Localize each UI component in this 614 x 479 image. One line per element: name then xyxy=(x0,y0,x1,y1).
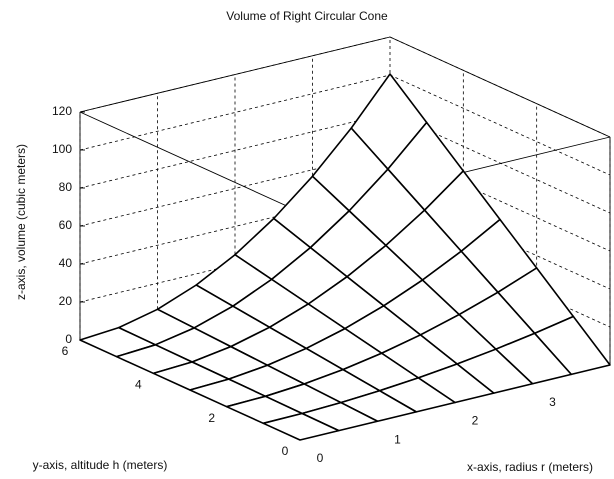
z-tick-label: 60 xyxy=(59,218,73,232)
z-tick-label: 80 xyxy=(59,180,73,194)
x-tick-label: 3 xyxy=(549,395,556,409)
x-tick-label: 0 xyxy=(317,451,324,465)
grid-line xyxy=(389,150,611,252)
box-edge xyxy=(389,36,611,138)
z-tick-label: 40 xyxy=(59,256,73,270)
x-tick-label: 1 xyxy=(394,432,401,446)
z-tick-label: 120 xyxy=(52,104,72,118)
y-tick-label: 6 xyxy=(62,344,69,358)
grid-line xyxy=(389,74,611,176)
y-axis-label: y-axis, altitude h (meters) xyxy=(33,458,168,472)
z-tick-label: 20 xyxy=(59,294,73,308)
grid-line xyxy=(79,112,391,189)
x-axis-label: x-axis, radius r (meters) xyxy=(467,460,593,474)
z-tick-label: 0 xyxy=(65,332,72,346)
y-tick-label: 4 xyxy=(135,378,142,392)
grid-line xyxy=(389,112,611,214)
mesh-face xyxy=(262,412,340,441)
box-edge xyxy=(79,111,301,213)
x-tick-label: 2 xyxy=(472,414,479,428)
y-tick-label: 2 xyxy=(208,411,215,425)
z-tick-label: 100 xyxy=(52,142,72,156)
box-edge xyxy=(79,36,391,113)
grid-line xyxy=(79,74,391,151)
z-axis-label: z-axis, volume (cubic meters) xyxy=(14,144,28,300)
chart-title: Volume of Right Circular Cone xyxy=(226,9,388,23)
y-tick-label: 0 xyxy=(282,444,289,458)
